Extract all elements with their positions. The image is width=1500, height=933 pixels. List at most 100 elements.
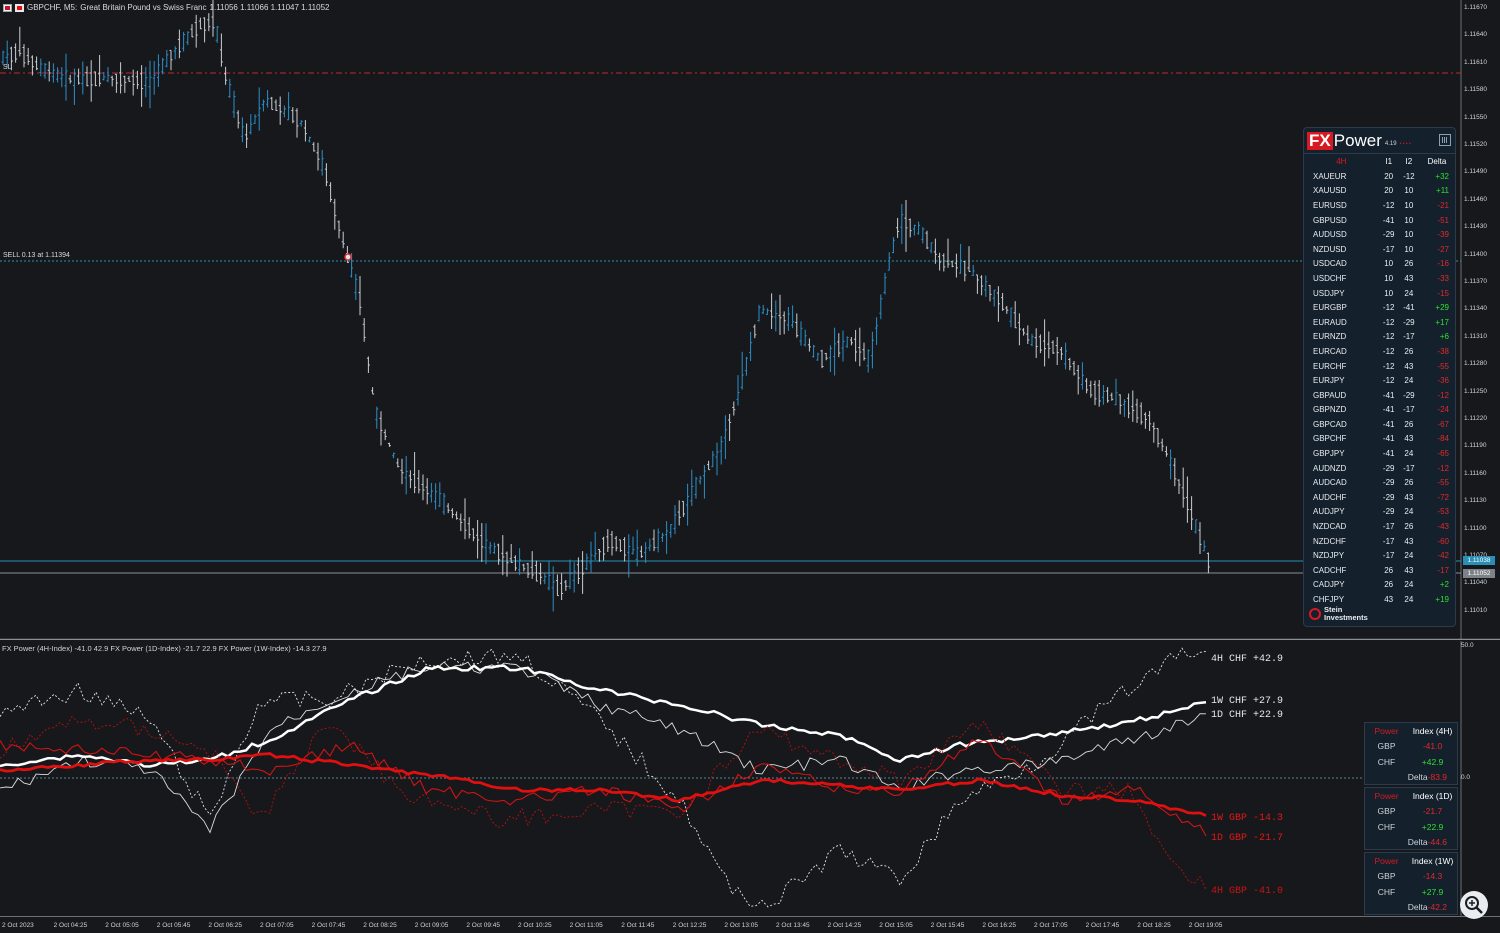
fx-power-row[interactable]: AUDUSD -29 10 -39 bbox=[1304, 227, 1455, 242]
chart-ohlc: 1.11056 1.11066 1.11047 1.11052 bbox=[209, 3, 330, 12]
fx-power-row[interactable]: GBPAUD -41 -29 -12 bbox=[1304, 388, 1455, 403]
i2-value: 43 bbox=[1404, 565, 1414, 575]
fx-power-subwindow[interactable] bbox=[0, 641, 1500, 917]
fx-power-row[interactable]: XAUUSD 20 10 +11 bbox=[1304, 184, 1455, 199]
price-axis[interactable]: 1.11670 1.11640 1.11610 1.11580 1.11550 1.115… bbox=[1461, 0, 1500, 640]
fx-power-row[interactable]: NZDCAD -17 26 -43 bbox=[1304, 519, 1455, 534]
fx-power-row[interactable]: NZDUSD -17 10 -27 bbox=[1304, 242, 1455, 257]
price-tick: 1.11370 bbox=[1464, 278, 1488, 285]
fx-power-row[interactable]: CADJPY 26 24 +2 bbox=[1304, 578, 1455, 593]
time-tick: 2 Oct 08:25 bbox=[363, 922, 397, 929]
time-tick: 2 Oct 04:25 bbox=[53, 922, 88, 929]
delta-value: -43 bbox=[1437, 522, 1449, 532]
fx-power-row[interactable]: EURCAD -12 26 -38 bbox=[1304, 344, 1455, 359]
time-tick: 2 Oct 15:05 bbox=[879, 922, 913, 929]
chf-1w-label: 1W CHF +27.9 bbox=[1211, 696, 1284, 707]
fx-power-row[interactable]: USDCAD 10 26 -16 bbox=[1304, 257, 1455, 272]
delta-value: -42 bbox=[1437, 551, 1449, 561]
price-tick: 1.11280 bbox=[1464, 360, 1488, 368]
fx-power-row[interactable]: AUDNZD -29 -17 -12 bbox=[1304, 461, 1455, 476]
chf-1d-label: 1D CHF +22.9 bbox=[1211, 710, 1284, 721]
price-tick: 1.11460 bbox=[1464, 195, 1488, 203]
stein-investments-logo[interactable]: Stein Investments bbox=[1309, 606, 1368, 622]
last-price-badge: 1.11052 bbox=[1463, 569, 1495, 578]
time-tick: 2 Oct 07:05 bbox=[260, 922, 294, 929]
i1-value: -29 bbox=[1382, 478, 1395, 488]
timeframe-header[interactable]: 4H bbox=[1336, 157, 1347, 166]
delta-value: -24 bbox=[1437, 405, 1449, 415]
delta-index-value: -44.6 bbox=[1427, 837, 1448, 848]
i2-value: 10 bbox=[1404, 215, 1414, 225]
chart-header: GBPCHF, M5: Great Britain Pound vs Swiss… bbox=[3, 3, 329, 12]
fx-power-row[interactable]: AUDCAD -29 26 -55 bbox=[1304, 475, 1455, 490]
delta-value: -38 bbox=[1437, 346, 1449, 356]
fx-power-row[interactable]: EURNZD -12 -17 +6 bbox=[1304, 330, 1455, 345]
delta-value: -12 bbox=[1437, 463, 1449, 473]
column-i1-header: I1 bbox=[1385, 157, 1393, 166]
i1-value: -12 bbox=[1382, 376, 1395, 386]
fx-power-row[interactable]: EURGBP -12 -41 +29 bbox=[1304, 300, 1455, 315]
fx-power-row[interactable]: EURCHF -12 43 -55 bbox=[1304, 359, 1455, 374]
magnifier-icon[interactable] bbox=[1460, 891, 1488, 919]
time-tick: 2 Oct 05:45 bbox=[156, 922, 191, 929]
price-tick: 1.11250 bbox=[1464, 387, 1488, 395]
market-watch-icon[interactable] bbox=[15, 3, 24, 12]
fx-power-row[interactable]: EURAUD -12 -29 +17 bbox=[1304, 315, 1455, 330]
fx-power-row[interactable]: AUDJPY -29 24 -53 bbox=[1304, 505, 1455, 520]
fx-power-row[interactable]: GBPNZD -41 -17 -24 bbox=[1304, 403, 1455, 418]
chf-index-value: +42.9 bbox=[1421, 756, 1444, 767]
time-axis[interactable]: 2 Oct 2023 2 Oct 04:25 2 Oct 05:05 2 Oct 05… bbox=[0, 918, 1461, 933]
index-box-timeframe: Index (4H) bbox=[1412, 725, 1453, 736]
i2-value: 26 bbox=[1404, 259, 1414, 269]
delta-value: +32 bbox=[1435, 171, 1449, 181]
i1-value: -17 bbox=[1382, 536, 1395, 546]
price-tick: 1.11580 bbox=[1464, 86, 1488, 94]
fx-power-version: 4.19 bbox=[1384, 140, 1397, 147]
i2-value: 26 bbox=[1404, 478, 1414, 488]
delta-value: -65 bbox=[1437, 449, 1449, 459]
fx-power-row[interactable]: USDJPY 10 24 -15 bbox=[1304, 286, 1455, 301]
gbp-label: GBP bbox=[1377, 741, 1396, 752]
i1-value: -29 bbox=[1382, 463, 1395, 473]
price-chart[interactable] bbox=[0, 0, 1500, 640]
i1-value: -41 bbox=[1382, 215, 1395, 225]
i2-value: 43 bbox=[1404, 361, 1414, 371]
fx-power-row[interactable]: CADCHF 26 43 -17 bbox=[1304, 563, 1455, 578]
fx-power-row[interactable]: GBPCHF -41 43 -84 bbox=[1304, 432, 1455, 447]
fx-power-row[interactable]: EURJPY -12 24 -36 bbox=[1304, 373, 1455, 388]
fx-power-row[interactable]: EURUSD -12 10 -21 bbox=[1304, 198, 1455, 213]
pair-name: EURGBP bbox=[1313, 303, 1347, 313]
fx-power-row[interactable]: GBPJPY -41 24 -65 bbox=[1304, 446, 1455, 461]
pair-name: NZDUSD bbox=[1313, 244, 1347, 254]
pair-name: USDJPY bbox=[1313, 288, 1345, 298]
fx-power-row[interactable]: NZDCHF -17 43 -60 bbox=[1304, 534, 1455, 549]
i1-value: -29 bbox=[1382, 492, 1395, 502]
fx-power-row[interactable]: USDCHF 10 43 -33 bbox=[1304, 271, 1455, 286]
grid-menu-icon[interactable] bbox=[1439, 134, 1451, 146]
delta-value: -33 bbox=[1437, 273, 1449, 283]
price-tick: 1.11640 bbox=[1464, 31, 1488, 39]
fx-power-row[interactable]: GBPCAD -41 26 -67 bbox=[1304, 417, 1455, 432]
fx-power-row[interactable]: CHFJPY 43 24 +19 bbox=[1304, 592, 1455, 607]
sell-entry-marker[interactable] bbox=[344, 253, 352, 261]
fx-power-table: 4H I1 I2 Delta XAUEUR 20 -12 +32 XAUUSD 20 10 +… bbox=[1304, 154, 1455, 607]
i1-value: 26 bbox=[1384, 565, 1394, 575]
i2-value: 26 bbox=[1404, 419, 1414, 429]
one-click-trading-icon[interactable] bbox=[3, 3, 12, 12]
pair-name: NZDCHF bbox=[1313, 536, 1346, 546]
delta-value: +19 bbox=[1435, 595, 1449, 605]
index-box-title: Power bbox=[1374, 855, 1399, 866]
fx-power-row[interactable]: NZDJPY -17 24 -42 bbox=[1304, 548, 1455, 563]
fx-power-row[interactable]: AUDCHF -29 43 -72 bbox=[1304, 490, 1455, 505]
time-tick: 2 Oct 18:25 bbox=[1137, 922, 1171, 929]
delta-value: +11 bbox=[1436, 186, 1449, 196]
price-tick: 1.11520 bbox=[1464, 141, 1488, 148]
i1-value: -41 bbox=[1382, 434, 1395, 444]
delta-value: -21 bbox=[1437, 200, 1449, 210]
column-i2-header: I2 bbox=[1405, 157, 1413, 166]
fx-power-row[interactable]: XAUEUR 20 -12 +32 bbox=[1304, 169, 1455, 184]
fx-power-row[interactable]: GBPUSD -41 10 -51 bbox=[1304, 213, 1455, 228]
time-tick: 2 Oct 13:45 bbox=[776, 922, 810, 929]
fx-power-panel[interactable]: FX Power 4.19 • • • • 4H I1 I2 Delta XAU… bbox=[1303, 127, 1456, 627]
delta-value: -84 bbox=[1437, 434, 1449, 444]
